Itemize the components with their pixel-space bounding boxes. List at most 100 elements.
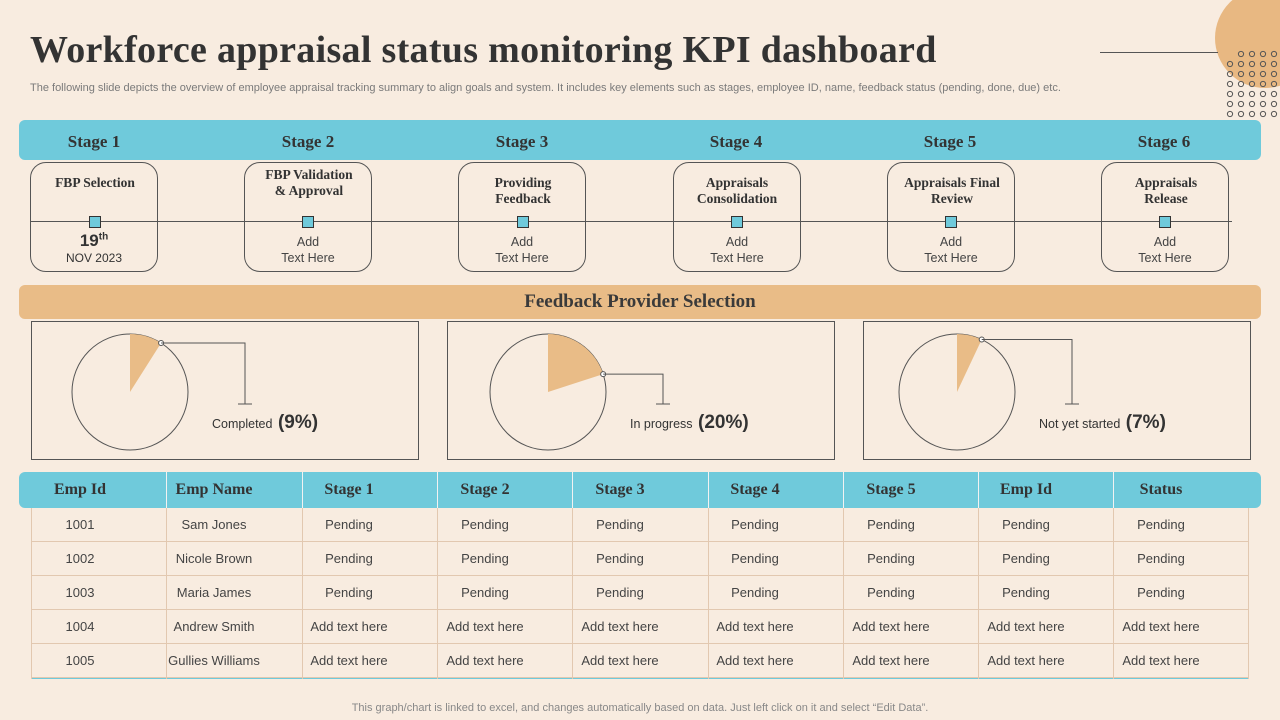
stage-card-title: FBP Validation & Approval (265, 167, 353, 198)
pie-chart-completed (71, 333, 252, 451)
table-cell: Pending (867, 551, 915, 566)
decorative-dot (1248, 100, 1256, 108)
stage-card-title: Providing Feedback (494, 175, 552, 206)
table-cell: Gullies Williams (168, 653, 260, 668)
table-cell: Pending (731, 551, 779, 566)
pie-label-not-started: Not yet started (7%) (1039, 412, 1166, 433)
table-column-separator (1248, 508, 1249, 679)
table-cell: Pending (325, 585, 373, 600)
pie-panel-not-started: Not yet started (7%) (863, 321, 1251, 460)
timeline-node (302, 216, 314, 228)
decorative-dot (1237, 100, 1245, 108)
decorative-dot (1270, 90, 1278, 98)
table-cell: 1004 (65, 619, 95, 634)
decorative-dot (1259, 90, 1267, 98)
table-cell: Add text here (716, 653, 794, 668)
stage-card-text: Add Text Here (495, 235, 549, 265)
table-cell: Pending (461, 585, 509, 600)
table-cell: Pending (731, 585, 779, 600)
decorative-dot (1259, 50, 1267, 58)
page-title: Workforce appraisal status monitoring KP… (30, 29, 937, 71)
table-row: 1004 Andrew Smith Add text here Add text he… (31, 610, 1249, 644)
table-cell: Add text here (446, 653, 524, 668)
stage-header-bar: Stage 1 Stage 2 Stage 3 Stage 4 Stage 5 … (19, 120, 1261, 160)
table-cell: Pending (596, 585, 644, 600)
decorative-dot (1270, 100, 1278, 108)
table-header-separator (978, 472, 979, 508)
table-cell: 1002 (65, 551, 95, 566)
table-row: 1005 Gullies Williams Add text here Add tex… (31, 644, 1249, 678)
stage-card-title: Appraisals Final Review (904, 175, 1000, 206)
decorative-dot (1270, 70, 1278, 78)
decorative-dot (1237, 50, 1245, 58)
table-cell: Pending (461, 551, 509, 566)
decorative-dot (1259, 100, 1267, 108)
table-cell: Pending (596, 517, 644, 532)
decorative-dot (1248, 90, 1256, 98)
table-header-cell: Stage 3 (595, 481, 645, 498)
stage-card-4: Appraisals Consolidation Add Text Here (673, 162, 801, 272)
pie-panel-in-progress: In progress (20%) (447, 321, 835, 460)
table-column-separator (1113, 508, 1114, 679)
timeline-node (517, 216, 529, 228)
pie-chart-not-started (898, 333, 1079, 451)
stage-date-month: NOV 2023 (65, 251, 123, 265)
pie-chart-in-progress (489, 333, 670, 451)
table-row: 1001 Sam Jones Pending Pending Pending Pendin… (31, 508, 1249, 542)
table-column-separator (31, 508, 32, 679)
decorative-dot (1226, 60, 1234, 68)
stage-date-day: 19th (79, 231, 109, 250)
table-cell: Add text here (716, 619, 794, 634)
table-header-cell: Emp Name (175, 481, 253, 498)
stage-label-1: Stage 1 (67, 132, 121, 151)
stage-card-2: FBP Validation & Approval Add Text Here (244, 162, 372, 272)
footnote: This graph/chart is linked to excel, and… (351, 702, 929, 714)
feedback-section-header: Feedback Provider Selection (19, 285, 1261, 319)
pie-leader-line (161, 342, 246, 404)
table-column-separator (978, 508, 979, 679)
stage-label-3: Stage 3 (495, 132, 549, 151)
decorative-dot (1259, 110, 1267, 118)
table-cell: Sam Jones (181, 517, 247, 532)
table-cell: Pending (867, 517, 915, 532)
decorative-dot (1259, 70, 1267, 78)
table-header-separator (437, 472, 438, 508)
decorative-dot (1237, 110, 1245, 118)
decorative-dot (1237, 60, 1245, 68)
stage-card-text: Add Text Here (1138, 235, 1192, 265)
timeline-node (89, 216, 101, 228)
table-cell: Pending (325, 517, 373, 532)
decorative-dot (1226, 80, 1234, 88)
stage-card-text: Add Text Here (924, 235, 978, 265)
table-cell: Add text here (581, 619, 659, 634)
pie-slice (548, 334, 604, 392)
timeline-node (731, 216, 743, 228)
pie-panel-completed: Completed (9%) (31, 321, 419, 460)
stage-card-title: FBP Selection (55, 175, 135, 190)
pie-label-completed: Completed (9%) (212, 412, 319, 433)
page-subtitle: The following slide depicts the overview… (30, 82, 1061, 94)
table-header-separator (843, 472, 844, 508)
decorative-line (1100, 52, 1218, 53)
table-cell: Pending (1137, 585, 1185, 600)
decorative-dot (1237, 80, 1245, 88)
decorative-dot (1226, 100, 1234, 108)
stage-label-4: Stage 4 (709, 132, 763, 151)
table-cell: 1003 (65, 585, 95, 600)
table-cell: Add text here (987, 653, 1065, 668)
timeline-node (945, 216, 957, 228)
table-cell: Add text here (446, 619, 524, 634)
table-header-cell: Emp Id (53, 481, 107, 498)
decorative-dot (1237, 90, 1245, 98)
employee-table-body: 1001 Sam Jones Pending Pending Pending Pendin… (31, 508, 1249, 679)
decorative-dot (1226, 110, 1234, 118)
decorative-dot (1270, 50, 1278, 58)
table-header-cell: Emp Id (999, 481, 1053, 498)
table-column-separator (437, 508, 438, 679)
table-header: Emp Id Emp Name Stage 1 Stage 2 Stage 3 Stage… (19, 472, 1261, 508)
table-header-separator (302, 472, 303, 508)
stage-label-5: Stage 5 (923, 132, 977, 151)
table-header-cell: Stage 5 (866, 481, 916, 498)
table-cell: 1001 (65, 517, 95, 532)
decorative-dot (1248, 60, 1256, 68)
